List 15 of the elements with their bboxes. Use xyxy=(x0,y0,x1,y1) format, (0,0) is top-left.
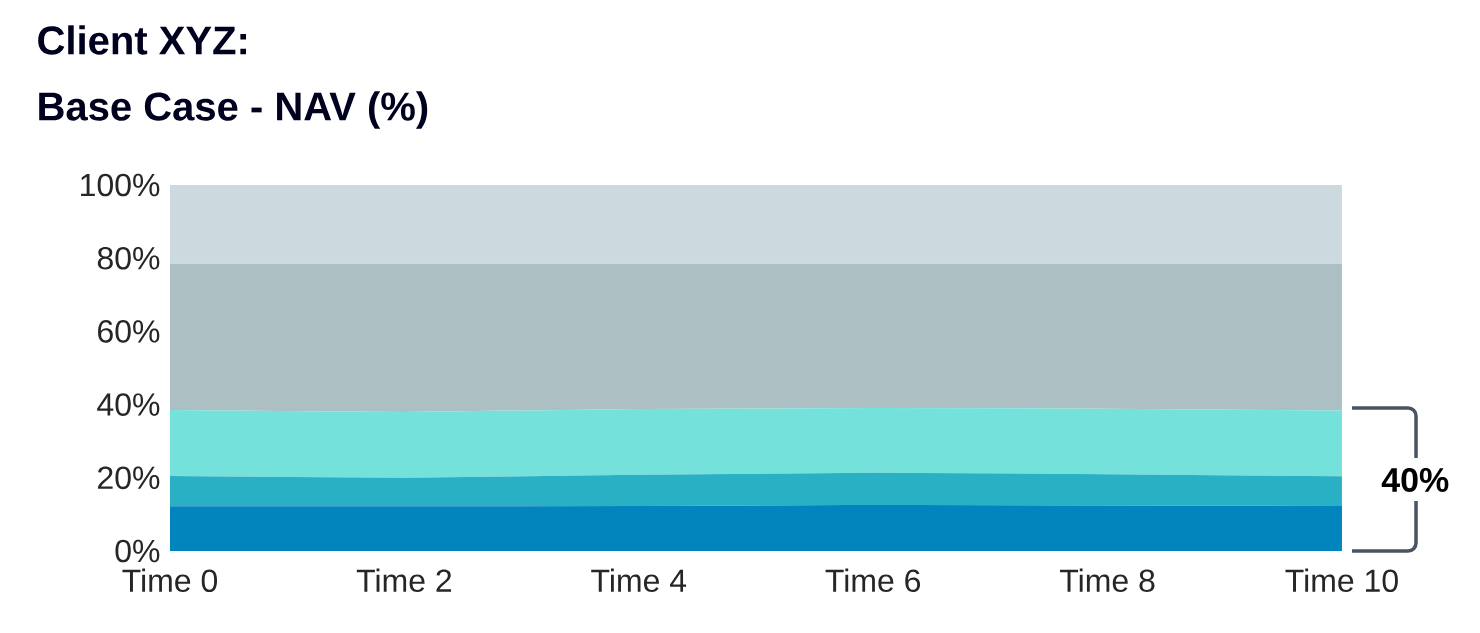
y-tick-label: 60% xyxy=(98,320,160,343)
text: 40% xyxy=(1381,467,1449,493)
x-tick-label: Time 2 xyxy=(356,568,452,593)
chart-title: Client XYZ: xyxy=(38,25,247,55)
x-tick-label: Time 10 xyxy=(1285,568,1398,593)
y-tick-label: 40% xyxy=(97,393,160,416)
y-tick-label: 20% xyxy=(98,466,160,490)
y-tick-label: 80% xyxy=(97,246,160,270)
y-tick-label: 0% xyxy=(115,539,160,563)
x-tick-label: Time 8 xyxy=(1059,568,1155,593)
x-tick-label: Time 6 xyxy=(825,568,921,593)
y-tick-label: 100% xyxy=(81,173,160,197)
x-tick-label: Time 4 xyxy=(591,568,687,593)
x-tick-label: Time 0 xyxy=(122,568,218,593)
chart-subtitle: Base Case - NAV (%) xyxy=(39,91,428,129)
